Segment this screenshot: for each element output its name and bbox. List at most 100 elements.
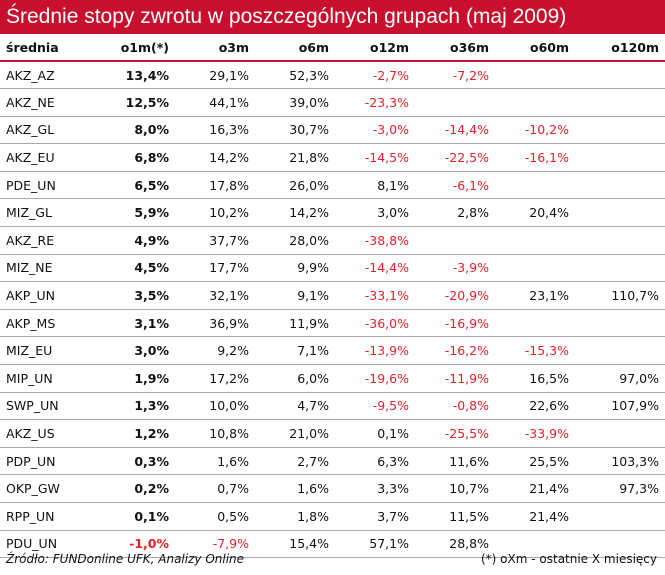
source-note: Źródło: FUNDonline UFK, Analizy Online xyxy=(6,552,245,566)
group-name-cell: OKP_GW xyxy=(0,474,95,503)
return-cell: 1,2% xyxy=(95,419,175,448)
return-cell xyxy=(575,226,665,255)
return-cell: 21,8% xyxy=(255,143,335,172)
table-row: AKZ_RE 4,9% 37,7% 28,0% -38,8% xyxy=(0,226,665,255)
return-cell: 10,8% xyxy=(175,419,255,448)
column-header: o3m xyxy=(175,34,255,62)
return-cell: 10,0% xyxy=(175,392,255,421)
table-row: MIZ_GL 5,9% 10,2% 14,2% 3,0% 2,8% 20,4% xyxy=(0,198,665,228)
return-cell: 13,4% xyxy=(95,61,175,90)
return-cell: 5,9% xyxy=(95,198,175,228)
return-cell: 2,7% xyxy=(255,447,335,476)
group-name-cell: AKZ_NE xyxy=(0,88,95,117)
return-cell xyxy=(495,171,575,200)
group-name-cell: AKZ_AZ xyxy=(0,61,95,90)
return-cell: 17,2% xyxy=(175,364,255,393)
return-cell: -19,6% xyxy=(335,364,415,393)
group-name-cell: AKZ_RE xyxy=(0,226,95,255)
table-footer: Źródło: FUNDonline UFK, Analizy Online (… xyxy=(0,546,665,575)
return-cell: 28,8% xyxy=(415,530,495,559)
return-cell: 8,1% xyxy=(335,171,415,200)
return-cell: -33,1% xyxy=(335,281,415,310)
table-row: MIZ_NE 4,5% 17,7% 9,9% -14,4% -3,9% xyxy=(0,254,665,283)
return-cell xyxy=(575,143,665,172)
table-row: AKZ_US 1,2% 10,8% 21,0% 0,1% -25,5% -33,9% xyxy=(0,419,665,448)
column-header: o60m xyxy=(495,34,575,62)
return-cell: 0,7% xyxy=(175,474,255,503)
return-cell: -22,5% xyxy=(415,143,495,172)
return-cell: -33,9% xyxy=(495,419,575,448)
return-cell: -13,9% xyxy=(335,336,415,366)
return-cell: 36,9% xyxy=(175,309,255,338)
column-header: o120m xyxy=(575,34,665,62)
return-cell xyxy=(575,419,665,448)
return-cell: 3,0% xyxy=(95,336,175,366)
return-cell: 3,1% xyxy=(95,309,175,338)
group-name-cell: MIP_UN xyxy=(0,364,95,393)
table-row: AKP_UN 3,5% 32,1% 9,1% -33,1% -20,9% 23,1% 110,… xyxy=(0,281,665,310)
return-cell: 23,1% xyxy=(495,281,575,310)
return-cell: 3,5% xyxy=(95,281,175,310)
return-cell xyxy=(495,309,575,338)
group-name-cell: PDE_UN xyxy=(0,171,95,200)
return-cell xyxy=(575,88,665,117)
table-row: AKZ_GL 8,0% 16,3% 30,7% -3,0% -14,4% -10,2% xyxy=(0,116,665,145)
return-cell xyxy=(575,61,665,90)
return-cell: 8,0% xyxy=(95,116,175,145)
return-cell: 97,3% xyxy=(575,474,665,503)
return-cell xyxy=(495,530,575,559)
return-cell: -14,4% xyxy=(415,116,495,145)
return-cell: 6,0% xyxy=(255,364,335,393)
return-cell: 11,5% xyxy=(415,502,495,531)
table-row: SWP_UN 1,3% 10,0% 4,7% -9,5% -0,8% 22,6% 107,9% xyxy=(0,392,665,421)
return-cell: -23,3% xyxy=(335,88,415,117)
return-cell: 16,5% xyxy=(495,364,575,393)
return-cell: 3,7% xyxy=(335,502,415,531)
return-cell: 15,4% xyxy=(255,530,335,559)
return-cell: 107,9% xyxy=(575,392,665,421)
table-row: MIZ_EU 3,0% 9,2% 7,1% -13,9% -16,2% -15,3% xyxy=(0,336,665,366)
return-cell: 26,0% xyxy=(255,171,335,200)
group-name-cell: PDU_UN xyxy=(0,530,95,559)
return-cell xyxy=(495,88,575,117)
return-cell: 4,5% xyxy=(95,254,175,283)
return-cell: -0,8% xyxy=(415,392,495,421)
return-cell: 57,1% xyxy=(335,530,415,559)
group-name-cell: AKP_MS xyxy=(0,309,95,338)
table-row: AKZ_EU 6,8% 14,2% 21,8% -14,5% -22,5% -16,1% xyxy=(0,143,665,172)
return-cell: -38,8% xyxy=(335,226,415,255)
return-cell: 28,0% xyxy=(255,226,335,255)
return-cell: 6,8% xyxy=(95,143,175,172)
return-cell: 3,3% xyxy=(335,474,415,503)
group-name-cell: AKZ_US xyxy=(0,419,95,448)
return-cell xyxy=(415,226,495,255)
return-cell: 10,2% xyxy=(175,198,255,228)
return-cell: 11,9% xyxy=(255,309,335,338)
return-cell: 1,8% xyxy=(255,502,335,531)
return-cell: 1,6% xyxy=(175,447,255,476)
table-row: AKZ_AZ 13,4% 29,1% 52,3% -2,7% -7,2% xyxy=(0,61,665,90)
return-cell: 110,7% xyxy=(575,281,665,310)
return-cell: 25,5% xyxy=(495,447,575,476)
return-cell: 37,7% xyxy=(175,226,255,255)
return-cell: -36,0% xyxy=(335,309,415,338)
return-cell: 103,3% xyxy=(575,447,665,476)
return-cell: 32,1% xyxy=(175,281,255,310)
return-cell xyxy=(575,336,665,366)
return-cell xyxy=(575,171,665,200)
return-cell: 0,5% xyxy=(175,502,255,531)
table-row: PDU_UN -1,0% -7,9% 15,4% 57,1% 28,8% xyxy=(0,530,665,559)
return-cell: 17,7% xyxy=(175,254,255,283)
return-cell: 11,6% xyxy=(415,447,495,476)
return-cell: 0,3% xyxy=(95,447,175,476)
table-row: RPP_UN 0,1% 0,5% 1,8% 3,7% 11,5% 21,4% xyxy=(0,502,665,531)
return-cell: -2,7% xyxy=(335,61,415,90)
return-cell: 0,2% xyxy=(95,474,175,503)
return-cell: 21,4% xyxy=(495,502,575,531)
return-cell: -15,3% xyxy=(495,336,575,366)
return-cell: 3,0% xyxy=(335,198,415,228)
group-name-cell: AKZ_EU xyxy=(0,143,95,172)
return-cell: 97,0% xyxy=(575,364,665,393)
return-cell: 4,7% xyxy=(255,392,335,421)
table-row: MIP_UN 1,9% 17,2% 6,0% -19,6% -11,9% 16,5% 97,0… xyxy=(0,364,665,393)
